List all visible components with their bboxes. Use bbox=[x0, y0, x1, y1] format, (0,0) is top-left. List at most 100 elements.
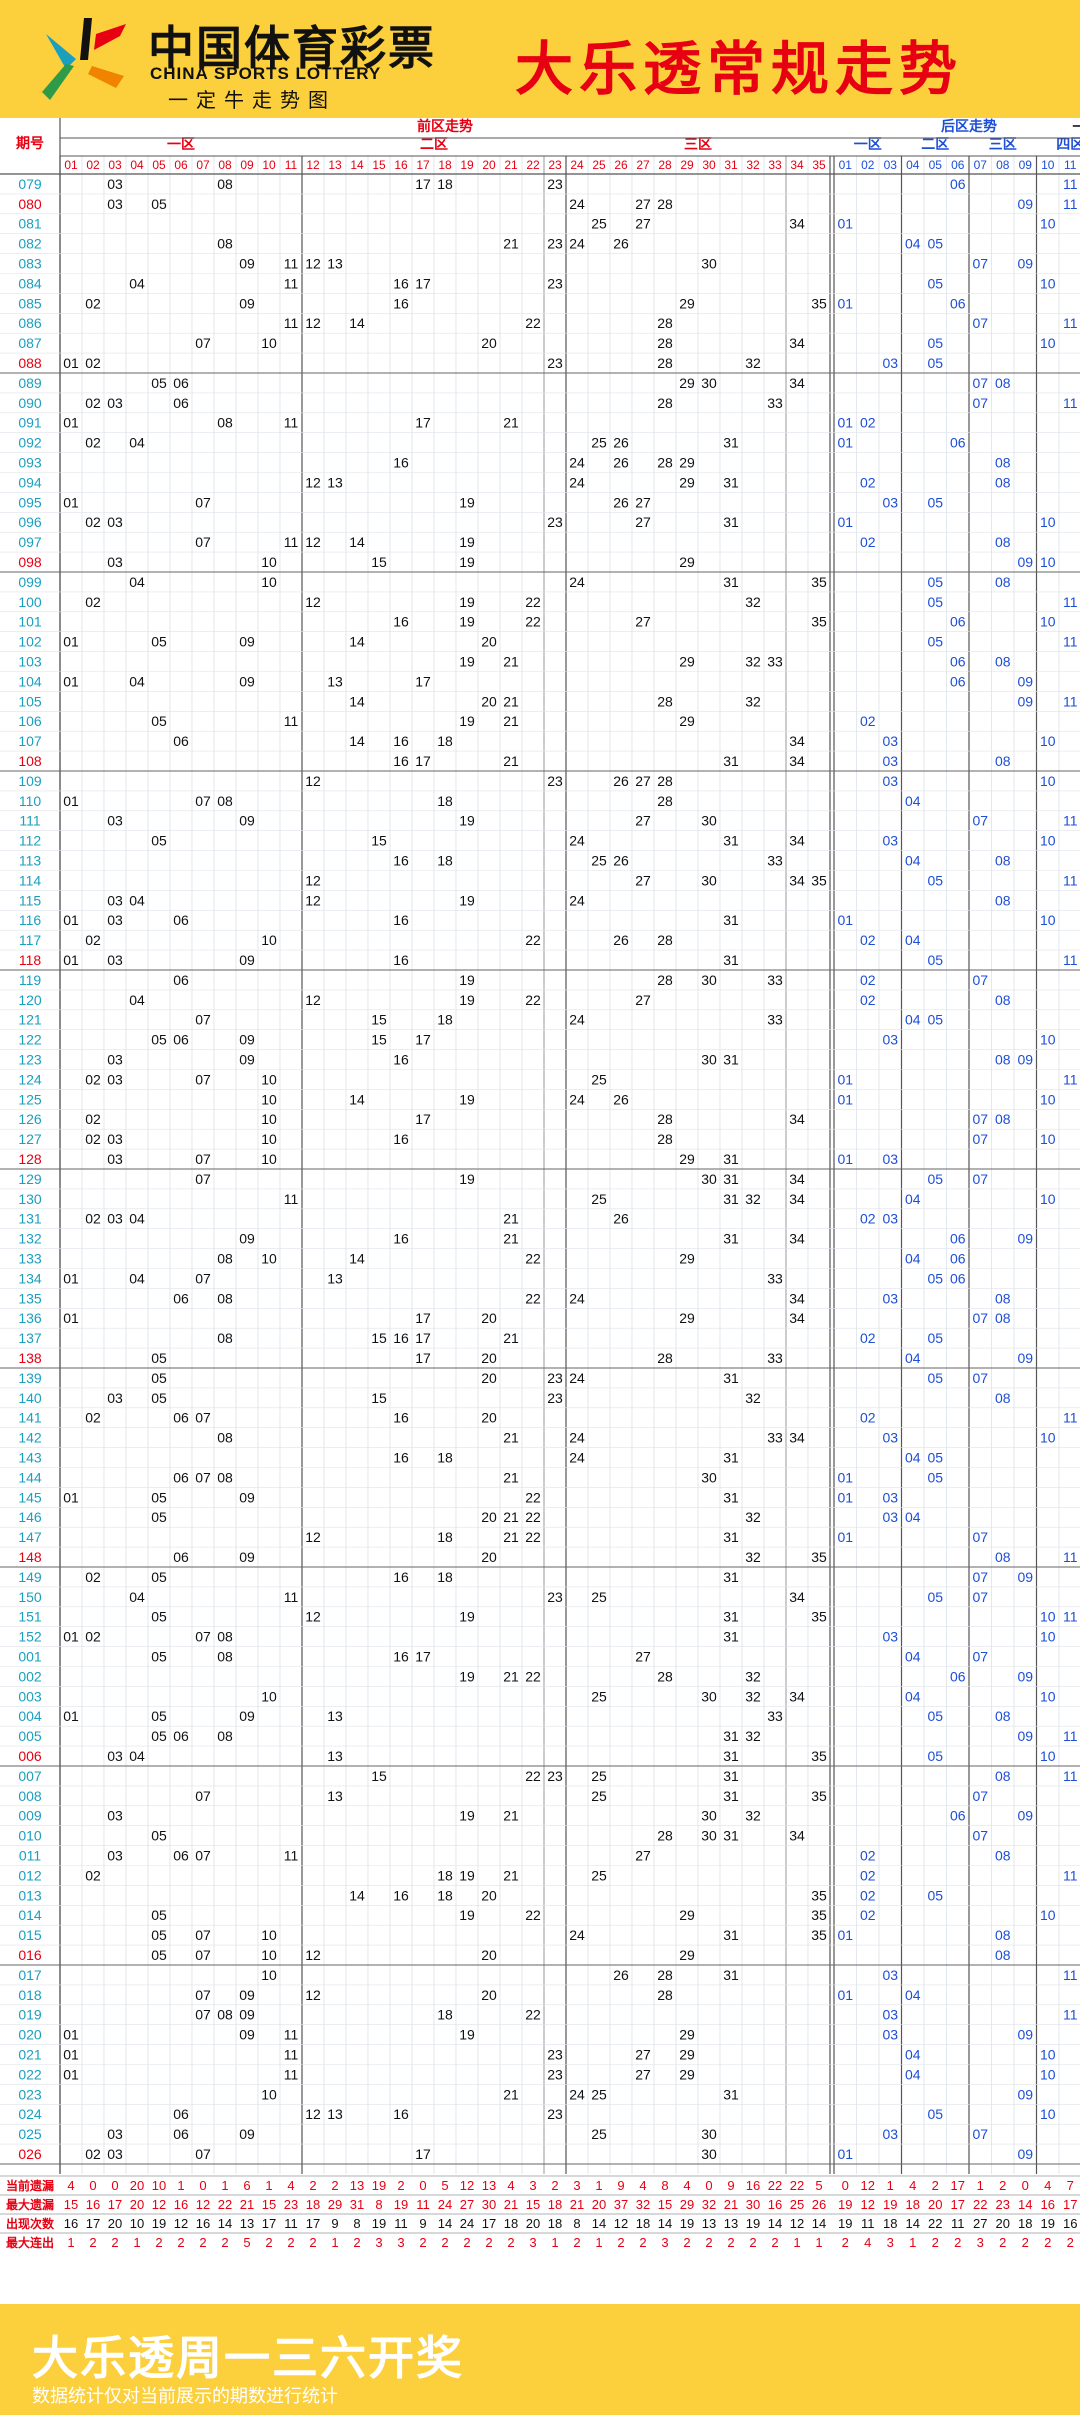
front-stat-value: 30 bbox=[482, 2197, 496, 2212]
front-ball: 04 bbox=[129, 892, 145, 908]
period-number: 129 bbox=[18, 1171, 42, 1187]
front-stat-value: 3 bbox=[375, 2235, 382, 2250]
back-ball: 02 bbox=[860, 415, 876, 431]
front-ball: 21 bbox=[503, 654, 519, 670]
front-stat-value: 21 bbox=[570, 2197, 584, 2212]
back-ball: 05 bbox=[927, 275, 943, 291]
front-stat-value: 27 bbox=[460, 2197, 474, 2212]
draw-row: 16 18 24 31 04 05 bbox=[393, 1450, 943, 1466]
back-ball: 10 bbox=[1040, 833, 1056, 849]
front-zone3-header: 三区 bbox=[684, 136, 712, 152]
front-ball: 34 bbox=[789, 375, 805, 391]
front-ball: 09 bbox=[239, 1489, 255, 1505]
front-ball: 05 bbox=[151, 1828, 167, 1844]
front-stat-value: 16 bbox=[64, 2216, 78, 2231]
back-ball: 01 bbox=[837, 1529, 853, 1545]
front-ball: 20 bbox=[481, 1987, 497, 2003]
front-ball: 29 bbox=[679, 455, 695, 471]
draw-row: 05 19 22 29 35 02 10 bbox=[151, 1907, 1056, 1923]
front-ball: 12 bbox=[305, 1947, 321, 1963]
front-ball: 19 bbox=[459, 494, 475, 510]
front-ball: 09 bbox=[239, 2007, 255, 2023]
front-stat-value: 11 bbox=[284, 2216, 298, 2231]
front-ball: 16 bbox=[393, 1569, 409, 1585]
back-ball: 04 bbox=[905, 1251, 921, 1267]
back-stat-value: 2 bbox=[842, 2235, 849, 2250]
front-ball: 01 bbox=[63, 1270, 79, 1286]
front-ball: 31 bbox=[723, 1828, 739, 1844]
front-ball: 16 bbox=[393, 753, 409, 769]
front-ball: 31 bbox=[723, 1231, 739, 1247]
back-ball: 07 bbox=[972, 1569, 988, 1585]
front-stat-value: 2 bbox=[89, 2235, 96, 2250]
period-number: 131 bbox=[18, 1211, 42, 1227]
front-ball: 24 bbox=[569, 455, 585, 471]
front-ball: 15 bbox=[371, 554, 387, 570]
draw-row: 02 03 04 21 26 02 03 bbox=[85, 1211, 898, 1227]
back-stat-value: 0 bbox=[1022, 2178, 1029, 2193]
front-ball: 34 bbox=[789, 872, 805, 888]
front-ball: 01 bbox=[63, 415, 79, 431]
front-ball: 21 bbox=[503, 2086, 519, 2102]
front-ball: 06 bbox=[173, 733, 189, 749]
front-ball: 31 bbox=[723, 1370, 739, 1386]
back-stat-value: 4 bbox=[1044, 2178, 1051, 2193]
front-stat-value: 0 bbox=[199, 2178, 206, 2193]
front-stat-value: 2 bbox=[177, 2235, 184, 2250]
front-ball: 24 bbox=[569, 1430, 585, 1446]
front-ball: 07 bbox=[195, 1469, 211, 1485]
front-stat-value: 0 bbox=[419, 2178, 426, 2193]
front-ball: 05 bbox=[151, 1609, 167, 1625]
front-ball: 22 bbox=[525, 932, 541, 948]
back-ball: 05 bbox=[927, 1270, 943, 1286]
front-number-header: 26 bbox=[614, 158, 628, 172]
front-ball: 21 bbox=[503, 693, 519, 709]
back-stat-value: 16 bbox=[1063, 2216, 1077, 2231]
period-number: 089 bbox=[18, 375, 42, 391]
front-ball: 29 bbox=[679, 654, 695, 670]
back-stat-value: 3 bbox=[887, 2235, 894, 2250]
front-ball: 09 bbox=[239, 295, 255, 311]
period-number: 009 bbox=[18, 1808, 42, 1824]
front-number-header: 11 bbox=[285, 158, 298, 172]
draw-row: 06 08 22 24 34 03 08 bbox=[173, 1290, 1011, 1306]
page-title: 大乐透常规走势 bbox=[515, 35, 964, 103]
front-stat-value: 2 bbox=[419, 2235, 426, 2250]
back-ball: 03 bbox=[882, 833, 898, 849]
back-stat-value: 17 bbox=[1063, 2197, 1077, 2212]
front-ball: 07 bbox=[195, 1987, 211, 2003]
front-ball: 25 bbox=[591, 1867, 607, 1883]
front-stat-value: 13 bbox=[350, 2178, 364, 2193]
back-ball: 05 bbox=[927, 952, 943, 968]
front-ball: 22 bbox=[525, 1768, 541, 1784]
front-ball: 34 bbox=[789, 753, 805, 769]
front-ball: 23 bbox=[547, 2106, 563, 2122]
back-ball: 07 bbox=[972, 375, 988, 391]
front-ball: 03 bbox=[107, 1848, 123, 1864]
front-stat-value: 19 bbox=[152, 2216, 166, 2231]
back-ball: 07 bbox=[972, 813, 988, 829]
front-stat-value: 4 bbox=[683, 2178, 690, 2193]
draw-row: 0507101220290812 bbox=[151, 1947, 1011, 1963]
front-ball: 07 bbox=[195, 1410, 211, 1426]
front-ball: 25 bbox=[591, 2086, 607, 2102]
period-number: 007 bbox=[18, 1768, 42, 1784]
front-stat-value: 20 bbox=[526, 2216, 540, 2231]
front-ball: 32 bbox=[745, 693, 761, 709]
front-ball: 20 bbox=[481, 693, 497, 709]
front-ball: 30 bbox=[701, 1808, 717, 1824]
front-ball: 04 bbox=[129, 992, 145, 1008]
draw-row: 11 12 14 22 28 07 11 bbox=[284, 315, 1078, 331]
back-ball: 10 bbox=[1040, 912, 1056, 928]
period-number: 141 bbox=[18, 1410, 42, 1426]
back-stat-value: 23 bbox=[996, 2197, 1010, 2212]
front-ball: 32 bbox=[745, 1688, 761, 1704]
back-ball: 06 bbox=[950, 435, 966, 451]
draw-row: 05 17 20 28 33 04 09 bbox=[151, 1350, 1033, 1366]
period-number: 147 bbox=[18, 1529, 42, 1545]
front-ball: 24 bbox=[569, 2086, 585, 2102]
front-ball: 01 bbox=[63, 1489, 79, 1505]
front-ball: 21 bbox=[503, 1509, 519, 1525]
front-number-header: 30 bbox=[702, 158, 716, 172]
front-stat-value: 8 bbox=[375, 2197, 382, 2212]
